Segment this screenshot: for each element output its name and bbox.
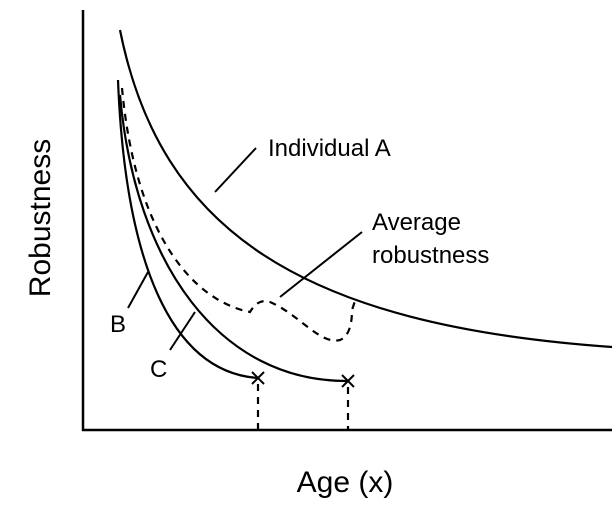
- curve-c: [118, 94, 349, 383]
- label-c: C: [150, 356, 167, 383]
- y-axis-title: Robustness: [24, 139, 57, 297]
- death-marker: [251, 371, 265, 385]
- x-axis-title: Age (x): [297, 466, 394, 499]
- label-average: robustness: [372, 242, 489, 269]
- leader-line: [279, 231, 363, 298]
- curve-individual-a: [118, 29, 612, 349]
- curve-b: [116, 79, 259, 380]
- leader-line: [169, 311, 196, 351]
- label-average: Average: [372, 209, 461, 236]
- death-marker: [341, 374, 355, 388]
- curve-average: [120, 87, 358, 342]
- label-individual-a: Individual A: [268, 135, 391, 162]
- leader-line: [214, 147, 257, 193]
- label-b: B: [110, 311, 126, 338]
- leader-line: [127, 271, 149, 309]
